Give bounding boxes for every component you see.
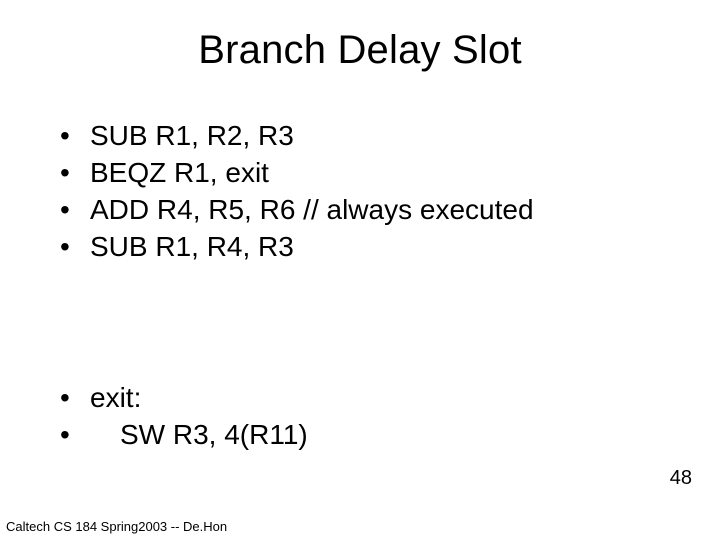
bullet-text: exit: — [90, 380, 680, 417]
list-item: • exit: — [60, 380, 680, 417]
bullet-icon: • — [60, 417, 90, 454]
bullet-icon: • — [60, 380, 90, 417]
exit-bullet-list: • exit: • SW R3, 4(R11) — [60, 380, 680, 454]
bullet-text: SUB R1, R2, R3 — [90, 118, 680, 155]
slide-number: 48 — [670, 467, 692, 490]
main-bullet-list: • SUB R1, R2, R3 • BEQZ R1, exit • ADD R… — [60, 118, 680, 266]
list-item: • BEQZ R1, exit — [60, 155, 680, 192]
slide: Branch Delay Slot • SUB R1, R2, R3 • BEQ… — [0, 0, 720, 540]
bullet-text: ADD R4, R5, R6 // always executed — [90, 192, 680, 229]
list-item: • SUB R1, R2, R3 — [60, 118, 680, 155]
list-item: • SUB R1, R4, R3 — [60, 229, 680, 266]
bullet-text: BEQZ R1, exit — [90, 155, 680, 192]
list-item: • SW R3, 4(R11) — [60, 417, 680, 454]
bullet-icon: • — [60, 229, 90, 266]
list-item: • ADD R4, R5, R6 // always executed — [60, 192, 680, 229]
bullet-text: SUB R1, R4, R3 — [90, 229, 680, 266]
bullet-icon: • — [60, 155, 90, 192]
slide-title: Branch Delay Slot — [0, 28, 720, 73]
bullet-text: SW R3, 4(R11) — [90, 417, 680, 454]
bullet-icon: • — [60, 118, 90, 155]
footer-text: Caltech CS 184 Spring2003 -- De.Hon — [6, 519, 227, 534]
bullet-icon: • — [60, 192, 90, 229]
